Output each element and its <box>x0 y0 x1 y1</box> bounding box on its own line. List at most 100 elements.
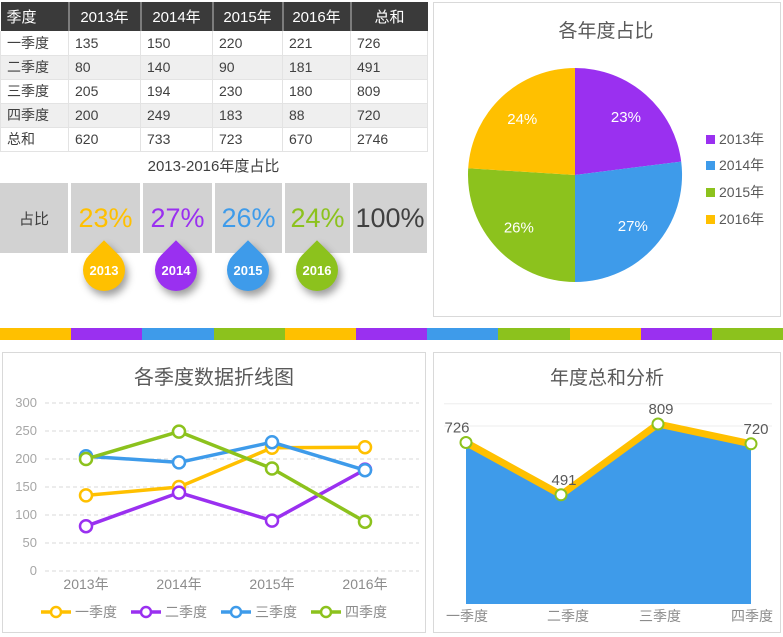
legend-swatch <box>706 161 715 170</box>
data-point-marker[interactable] <box>264 513 280 528</box>
pie-chart: 各年度占比 23% 27% 26% 24% 2013年 2014年 2015年 2016年 <box>467 20 764 282</box>
table-cell[interactable]: 733 <box>140 127 213 152</box>
table-header-cell[interactable]: 季度 <box>0 2 69 31</box>
data-point-marker[interactable] <box>78 518 94 534</box>
table-header-cell[interactable]: 2013年 <box>67 2 141 31</box>
table-cell[interactable]: 200 <box>68 103 141 128</box>
pie-slice-2016年[interactable] <box>468 68 575 175</box>
area-top-line[interactable] <box>462 420 755 499</box>
table-cell[interactable]: 二季度 <box>0 55 69 80</box>
quarter-year-table[interactable]: 季度 2013年 2014年 2015年 2016年 总和 一季度 135 150 220 221 7… <box>0 2 428 152</box>
data-label: 809 <box>648 401 673 418</box>
table-cell[interactable]: 726 <box>350 31 428 56</box>
data-point-marker[interactable] <box>651 417 665 431</box>
ratio-percent-2016: 24% <box>290 202 345 233</box>
table-cell[interactable]: 80 <box>68 55 141 80</box>
table-cell[interactable]: 180 <box>282 79 351 104</box>
pie-slice-2014年[interactable] <box>575 161 683 282</box>
quarter-year-table-wrap: 季度 2013年 2014年 2015年 2016年 总和 一季度 135 150 220 221 7… <box>0 2 428 152</box>
data-point-marker[interactable] <box>78 451 94 467</box>
line-series-一季度[interactable] <box>84 445 367 498</box>
table-header-cell[interactable]: 2015年 <box>211 2 283 31</box>
y-axis-tick: 150 <box>15 479 37 494</box>
table-row: 三季度 205 194 230 180 809 <box>0 79 428 104</box>
divider-block <box>498 328 570 340</box>
table-cell[interactable]: 三季度 <box>0 79 69 104</box>
table-cell[interactable]: 181 <box>282 55 351 80</box>
data-point-marker[interactable] <box>744 437 758 451</box>
ratio-total: 100% <box>355 202 425 233</box>
table-cell[interactable]: 220 <box>212 31 283 56</box>
data-point-marker[interactable] <box>459 436 473 449</box>
droplet-year-label: 2015 <box>233 262 263 278</box>
data-point-marker[interactable] <box>171 455 187 470</box>
data-point-marker[interactable] <box>171 485 187 500</box>
table-cell[interactable]: 723 <box>212 127 283 152</box>
divider-block <box>711 328 783 340</box>
divider-block <box>427 328 499 340</box>
ratio-percent-cell-2014: 27% <box>140 183 212 253</box>
data-point-marker[interactable] <box>554 488 568 502</box>
table-cell[interactable]: 720 <box>350 103 428 128</box>
year-droplet-2013[interactable]: 2013 <box>74 240 134 300</box>
table-cell[interactable]: 205 <box>68 79 141 104</box>
x-axis-tick: 2014年 <box>156 576 201 592</box>
table-cell[interactable]: 620 <box>68 127 141 152</box>
ratio-section-title: 2013-2016年度占比 <box>147 158 280 175</box>
legend-marker <box>229 605 243 619</box>
data-point-marker[interactable] <box>357 439 373 455</box>
droplet-year-label: 2013 <box>89 262 119 278</box>
table-cell[interactable]: 2746 <box>350 127 428 152</box>
table-cell[interactable]: 221 <box>282 31 351 56</box>
table-cell[interactable]: 150 <box>140 31 213 56</box>
legend-swatch <box>706 135 715 144</box>
table-cell[interactable]: 194 <box>140 79 213 104</box>
table-header-cell[interactable]: 总和 <box>349 2 428 31</box>
table-header-cell[interactable]: 2014年 <box>139 2 213 31</box>
table-cell[interactable]: 249 <box>140 103 213 128</box>
year-droplet-2014[interactable]: 2014 <box>146 240 206 300</box>
pie-slice-2013年[interactable] <box>575 67 682 175</box>
data-point-marker[interactable] <box>264 461 280 476</box>
line-chart: 各季度数据折线图 300 250 200 150 100 50 0 2013年 2014年 2015… <box>15 366 419 620</box>
table-cell[interactable]: 230 <box>212 79 283 104</box>
pie-chart-panel[interactable]: 各年度占比 23% 27% 26% 24% 2013年 2014年 2015年 2016年 <box>433 2 781 317</box>
table-cell[interactable]: 809 <box>350 79 428 104</box>
year-droplet-2016[interactable]: 2016 <box>287 240 347 300</box>
droplet-shape: 2013 <box>74 240 134 300</box>
area-fill[interactable] <box>466 424 751 604</box>
table-cell[interactable]: 491 <box>350 55 428 80</box>
year-droplet-2015[interactable]: 2015 <box>218 240 278 300</box>
table-row: 总和 620 733 723 670 2746 <box>0 127 428 152</box>
table-cell[interactable]: 四季度 <box>0 103 69 128</box>
table-cell[interactable]: 183 <box>212 103 283 128</box>
data-point-marker[interactable] <box>357 514 373 529</box>
table-header-row: 季度 2013年 2014年 2015年 2016年 总和 <box>0 2 428 31</box>
data-point-marker[interactable] <box>171 424 187 439</box>
pie-slice-2015年[interactable] <box>467 168 575 282</box>
line-series-四季度[interactable] <box>84 429 367 524</box>
data-point-marker[interactable] <box>264 434 280 450</box>
pie-slice-label: 26% <box>504 220 534 237</box>
table-header-cell[interactable]: 2016年 <box>281 2 351 31</box>
ratio-band: 占比 23% 27% 26% 24% 100% <box>0 183 427 253</box>
line-chart-panel[interactable]: 各季度数据折线图 300 250 200 150 100 50 0 2013年 2014年 2015… <box>2 352 426 633</box>
table-cell[interactable]: 135 <box>68 31 141 56</box>
area-chart-panel[interactable]: 年度总和分析 726 491 809 720 一季度 二季度 三季度 四季度 <box>433 352 781 633</box>
data-label: 720 <box>743 421 768 438</box>
table-row: 二季度 80 140 90 181 491 <box>0 55 428 80</box>
data-point-marker[interactable] <box>78 488 94 503</box>
data-point-marker[interactable] <box>357 462 373 478</box>
line-chart-title: 各季度数据折线图 <box>134 366 294 389</box>
table-cell[interactable]: 90 <box>212 55 283 80</box>
y-axis-tick: 300 <box>15 395 37 410</box>
table-cell[interactable]: 140 <box>140 55 213 80</box>
table-cell[interactable]: 670 <box>282 127 351 152</box>
table-cell[interactable]: 总和 <box>0 127 69 152</box>
line-series-三季度[interactable] <box>84 440 367 472</box>
table-cell[interactable]: 88 <box>282 103 351 128</box>
ratio-row-label-cell: 占比 <box>0 183 68 253</box>
table-cell[interactable]: 一季度 <box>0 31 69 56</box>
ratio-percent-2014: 27% <box>150 202 205 233</box>
table-row: 四季度 200 249 183 88 720 <box>0 103 428 128</box>
